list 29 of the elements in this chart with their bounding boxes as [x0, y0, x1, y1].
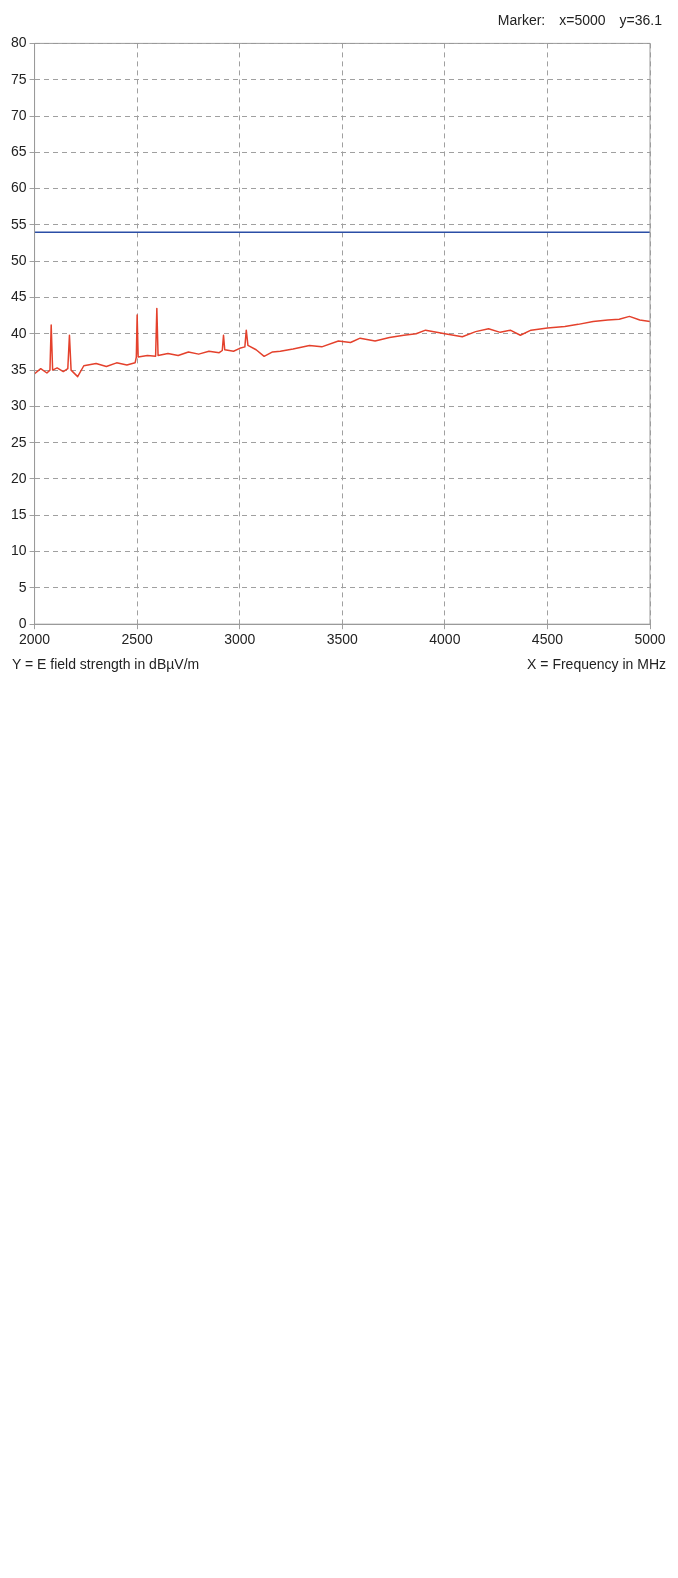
y-tick-label: 5 — [18, 578, 27, 595]
x-tick-label: 2500 — [121, 631, 153, 648]
y-tick-label: 20 — [10, 469, 27, 486]
y-tick-label: 30 — [10, 397, 27, 414]
text: Marker: — [497, 12, 546, 28]
y-tick-label: 15 — [10, 506, 27, 523]
y-tick-label: 25 — [10, 433, 27, 450]
y-tick-label: 0 — [18, 615, 27, 632]
y-axis-title: Y = E field strength in dBµV/m — [12, 656, 200, 672]
x-tick-label: 3500 — [326, 631, 359, 648]
y-tick-label: 45 — [10, 288, 27, 305]
x-tick-label: 4000 — [429, 631, 461, 648]
y-tick-label: 50 — [10, 252, 27, 269]
x-tick-label: 3000 — [224, 631, 256, 648]
y-tick-label: 75 — [10, 70, 27, 87]
x-tick-label: 4500 — [531, 631, 564, 648]
y-tick-label: 10 — [10, 542, 27, 559]
y-tick-label: 60 — [10, 179, 27, 196]
y-tick-label: 35 — [10, 360, 27, 377]
text: y=36.1 — [619, 12, 662, 28]
x-tick-label: 2000 — [18, 631, 51, 648]
y-tick-label: 65 — [10, 143, 27, 160]
y-tick-label: 70 — [10, 106, 27, 123]
x-tick-label: 5000 — [634, 631, 666, 648]
text: x=5000 — [559, 12, 606, 28]
x-axis-title: X = Frequency in MHz — [527, 656, 666, 672]
y-tick-label: 40 — [10, 324, 27, 341]
y-tick-label: 55 — [10, 215, 27, 232]
y-tick-label: 80 — [10, 34, 27, 51]
